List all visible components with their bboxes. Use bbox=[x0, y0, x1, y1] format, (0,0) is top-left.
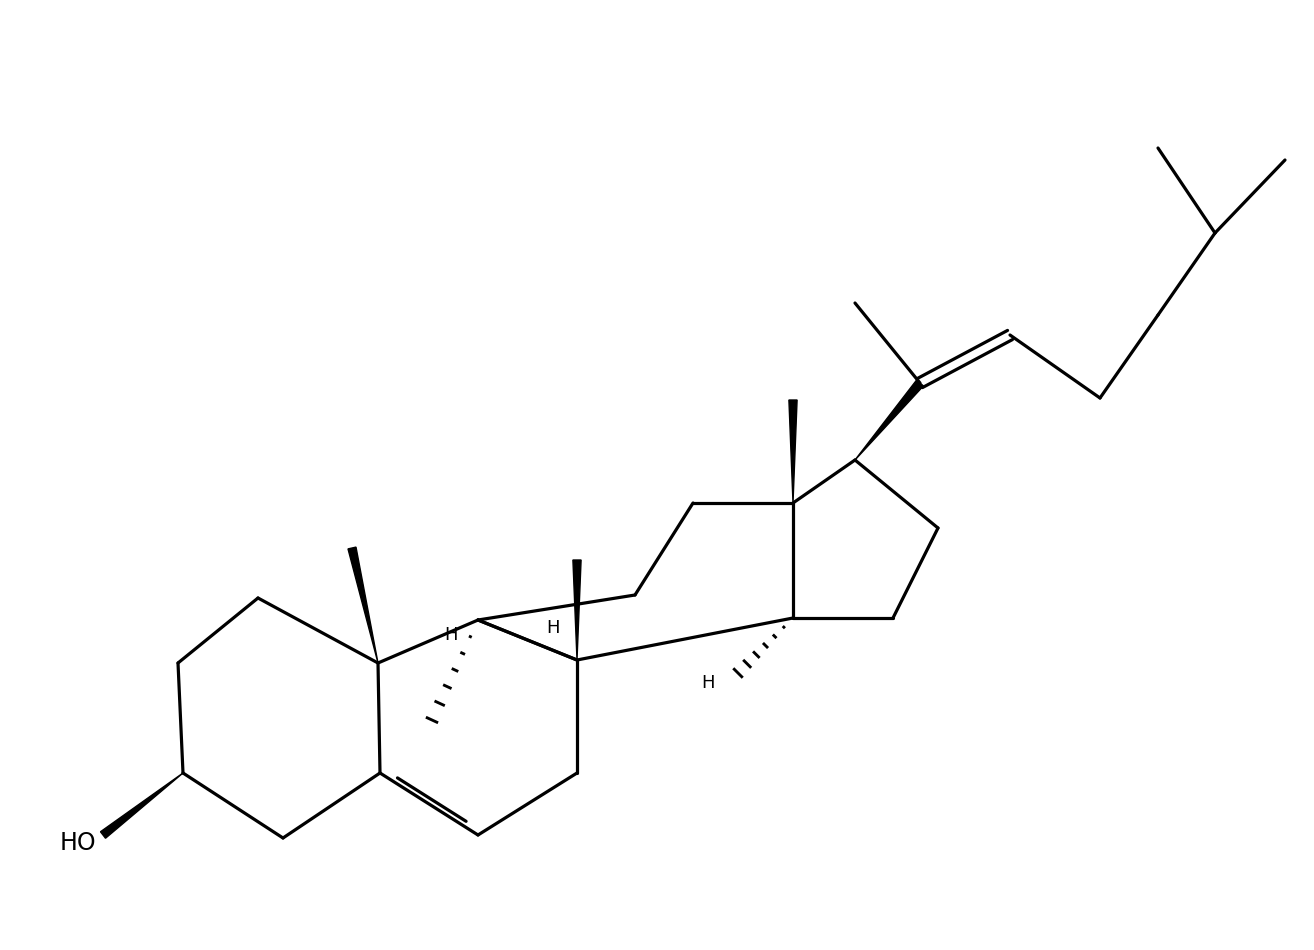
Text: H: H bbox=[547, 619, 560, 637]
Text: HO: HO bbox=[60, 831, 97, 855]
Polygon shape bbox=[788, 400, 798, 503]
Text: H: H bbox=[444, 626, 459, 644]
Polygon shape bbox=[573, 560, 581, 660]
Text: H: H bbox=[702, 674, 715, 692]
Polygon shape bbox=[348, 547, 378, 663]
Polygon shape bbox=[855, 380, 924, 460]
Polygon shape bbox=[100, 773, 183, 838]
